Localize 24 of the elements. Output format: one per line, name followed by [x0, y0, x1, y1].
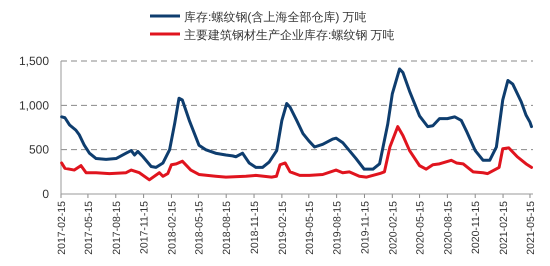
legend-label: 主要建筑钢材生产企业库存:螺纹钢 万吨	[184, 28, 395, 42]
x-tick-label: 2018-05-15	[193, 200, 206, 255]
x-tick-label: 2020-02-15	[387, 200, 400, 255]
x-tick-label: 2018-11-15	[249, 200, 262, 254]
x-tick-label: 2019-05-15	[304, 200, 316, 255]
y-tick-label: 1,500	[18, 54, 50, 68]
y-tick-label: 0	[42, 187, 50, 201]
x-tick-label: 2020-08-15	[442, 200, 454, 255]
y-tick-label: 500	[28, 142, 50, 157]
x-tick-label: 2017-08-15	[110, 200, 123, 255]
x-tick-label: 2017-11-15	[138, 200, 151, 254]
legend-label: 库存:螺纹钢(含上海全部仓库) 万吨	[184, 10, 367, 24]
x-tick-label: 2020-11-15	[470, 200, 482, 254]
x-tick-label: 2019-11-15	[359, 200, 372, 254]
x-tick-label: 2019-02-15	[276, 200, 289, 255]
x-tick-label: 2021-05-15	[524, 200, 537, 255]
x-tick-label: 2018-08-15	[221, 200, 234, 255]
x-tick-label: 2017-02-15	[56, 200, 68, 255]
x-tick-label: 2021-02-15	[498, 200, 510, 255]
x-tick-label: 2019-08-15	[332, 200, 344, 255]
x-tick-label: 2018-02-15	[166, 200, 178, 255]
x-tick-label: 2017-05-15	[82, 200, 95, 255]
y-tick-label: 1,000	[18, 98, 50, 112]
x-tick-label: 2020-05-15	[414, 200, 427, 255]
